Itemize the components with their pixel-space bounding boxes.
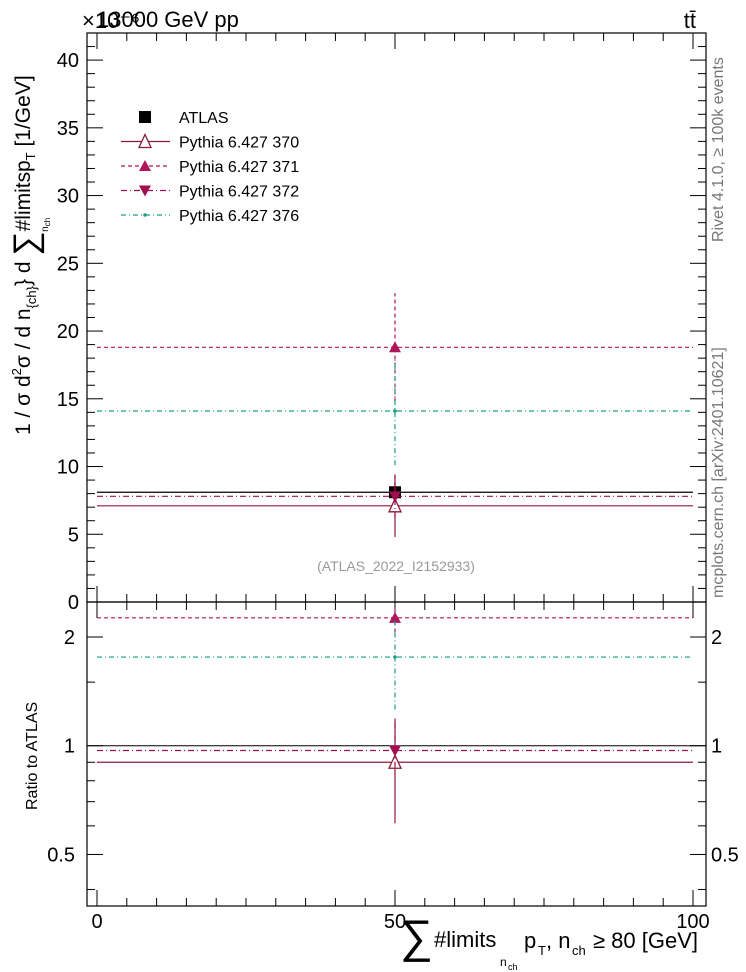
rivet-label: Rivet 4.1.0, ≥ 100k events	[710, 57, 727, 242]
ratio-point	[389, 611, 401, 623]
svg-text:ch: ch	[572, 943, 586, 958]
x-axis: 0 50 100	[91, 33, 710, 933]
ratio-series-layer	[87, 604, 706, 824]
main-y-tick-label: 15	[57, 389, 79, 411]
main-y-axis: 0 5 10 15 20 25 30 35 40	[57, 46, 706, 614]
legend-label: Pythia 6.427 372	[179, 184, 299, 201]
analysis-watermark: (ATLAS_2022_I2152933)	[317, 558, 475, 574]
series-pythia-6-427-376	[97, 356, 693, 466]
ratio-point	[393, 655, 397, 659]
legend-marker	[143, 213, 147, 217]
svg-text:1 / σ d2σ / d n{ch}} d ∑#limit: 1 / σ d2σ / d n{ch}} d ∑#limits nch pT [1…	[7, 75, 52, 435]
x-tick-label: 0	[91, 911, 102, 933]
ratio-point	[389, 745, 401, 757]
main-y-tick-label: 35	[57, 118, 79, 140]
main-y-tick-label: 5	[68, 524, 79, 546]
data-point	[389, 341, 401, 353]
data-point	[387, 497, 403, 513]
legend-label: Pythia 6.427 371	[179, 159, 299, 176]
process-label: tt̄	[684, 8, 696, 33]
data-point	[393, 409, 397, 413]
main-y-tick-label: 30	[57, 186, 79, 208]
svg-text:, n: , n	[546, 928, 570, 953]
x-tick-label: 100	[676, 911, 709, 933]
legend-item: Pythia 6.427 371	[121, 159, 299, 176]
legend-marker	[139, 185, 151, 197]
legend: ATLAS Pythia 6.427 370 Pythia 6.427 371 Pyt…	[121, 110, 299, 225]
legend-item: ATLAS	[139, 110, 229, 127]
legend-item: Pythia 6.427 376	[121, 208, 299, 225]
svg-text:∑: ∑	[400, 910, 433, 962]
main-y-tick-label: 40	[57, 50, 79, 72]
exponent-label: ×10⁻⁶	[82, 8, 140, 33]
series-pythia-6-427-372	[97, 474, 693, 519]
svg-text:ch: ch	[508, 962, 518, 972]
ratio-plot-frame	[86, 601, 707, 907]
svg-text:n: n	[500, 955, 507, 969]
ratio-y-tick-label: 2	[64, 627, 75, 649]
series-pythia-6-427-370	[97, 474, 693, 537]
ratio-series-pythia-6-427-372	[97, 721, 693, 768]
svg-text:p: p	[524, 928, 536, 953]
legend-marker	[137, 132, 153, 149]
ratio-y-tick-label-right: 0.5	[711, 844, 739, 866]
ratio-y-tick-label: 0.5	[47, 844, 75, 866]
legend-label: Pythia 6.427 370	[179, 135, 299, 152]
legend-label: Pythia 6.427 376	[179, 208, 299, 225]
main-y-axis-title: 1 / σ d2σ / d n{ch}} d ∑#limits nch pT [1…	[7, 75, 52, 435]
main-y-tick-label: 10	[57, 457, 79, 479]
legend-marker	[139, 160, 151, 171]
main-series-layer	[97, 293, 693, 537]
ratio-y-axis: 0.5 0.5 1 1 2 2	[47, 627, 739, 890]
legend-item: Pythia 6.427 370	[121, 132, 299, 152]
ratio-y-axis-title: Ratio to ATLAS	[24, 702, 41, 810]
ratio-y-tick-label: 1	[64, 736, 75, 758]
main-y-tick-label: 20	[57, 321, 79, 343]
svg-text:≥ 80 [GeV]: ≥ 80 [GeV]	[593, 928, 698, 953]
mcplots-label: mcplots.cern.ch [arXiv:2401.10621]	[710, 347, 727, 598]
ratio-y-tick-label-right: 1	[711, 736, 722, 758]
legend-item: Pythia 6.427 372	[121, 184, 299, 201]
beam-label: 13000 GeV pp	[97, 7, 239, 32]
ratio-y-tick-label-right: 2	[711, 627, 722, 649]
ratio-series-pythia-6-427-371	[97, 604, 693, 633]
main-y-tick-label: 25	[57, 253, 79, 275]
legend-label: ATLAS	[179, 110, 229, 127]
series-pythia-6-427-371	[97, 293, 693, 402]
x-tick-label: 50	[384, 911, 406, 933]
svg-text:T: T	[538, 943, 546, 958]
ratio-series-pythia-6-427-370	[97, 718, 693, 824]
data-point	[389, 491, 401, 503]
legend-marker	[139, 111, 151, 123]
svg-text:#limits: #limits	[434, 927, 496, 952]
main-y-tick-label: 0	[68, 592, 79, 614]
ratio-series-pythia-6-427-376	[97, 617, 693, 710]
x-axis-title: ∑ #limits n ch p T , n ch ≥ 80 [GeV]	[400, 910, 698, 972]
